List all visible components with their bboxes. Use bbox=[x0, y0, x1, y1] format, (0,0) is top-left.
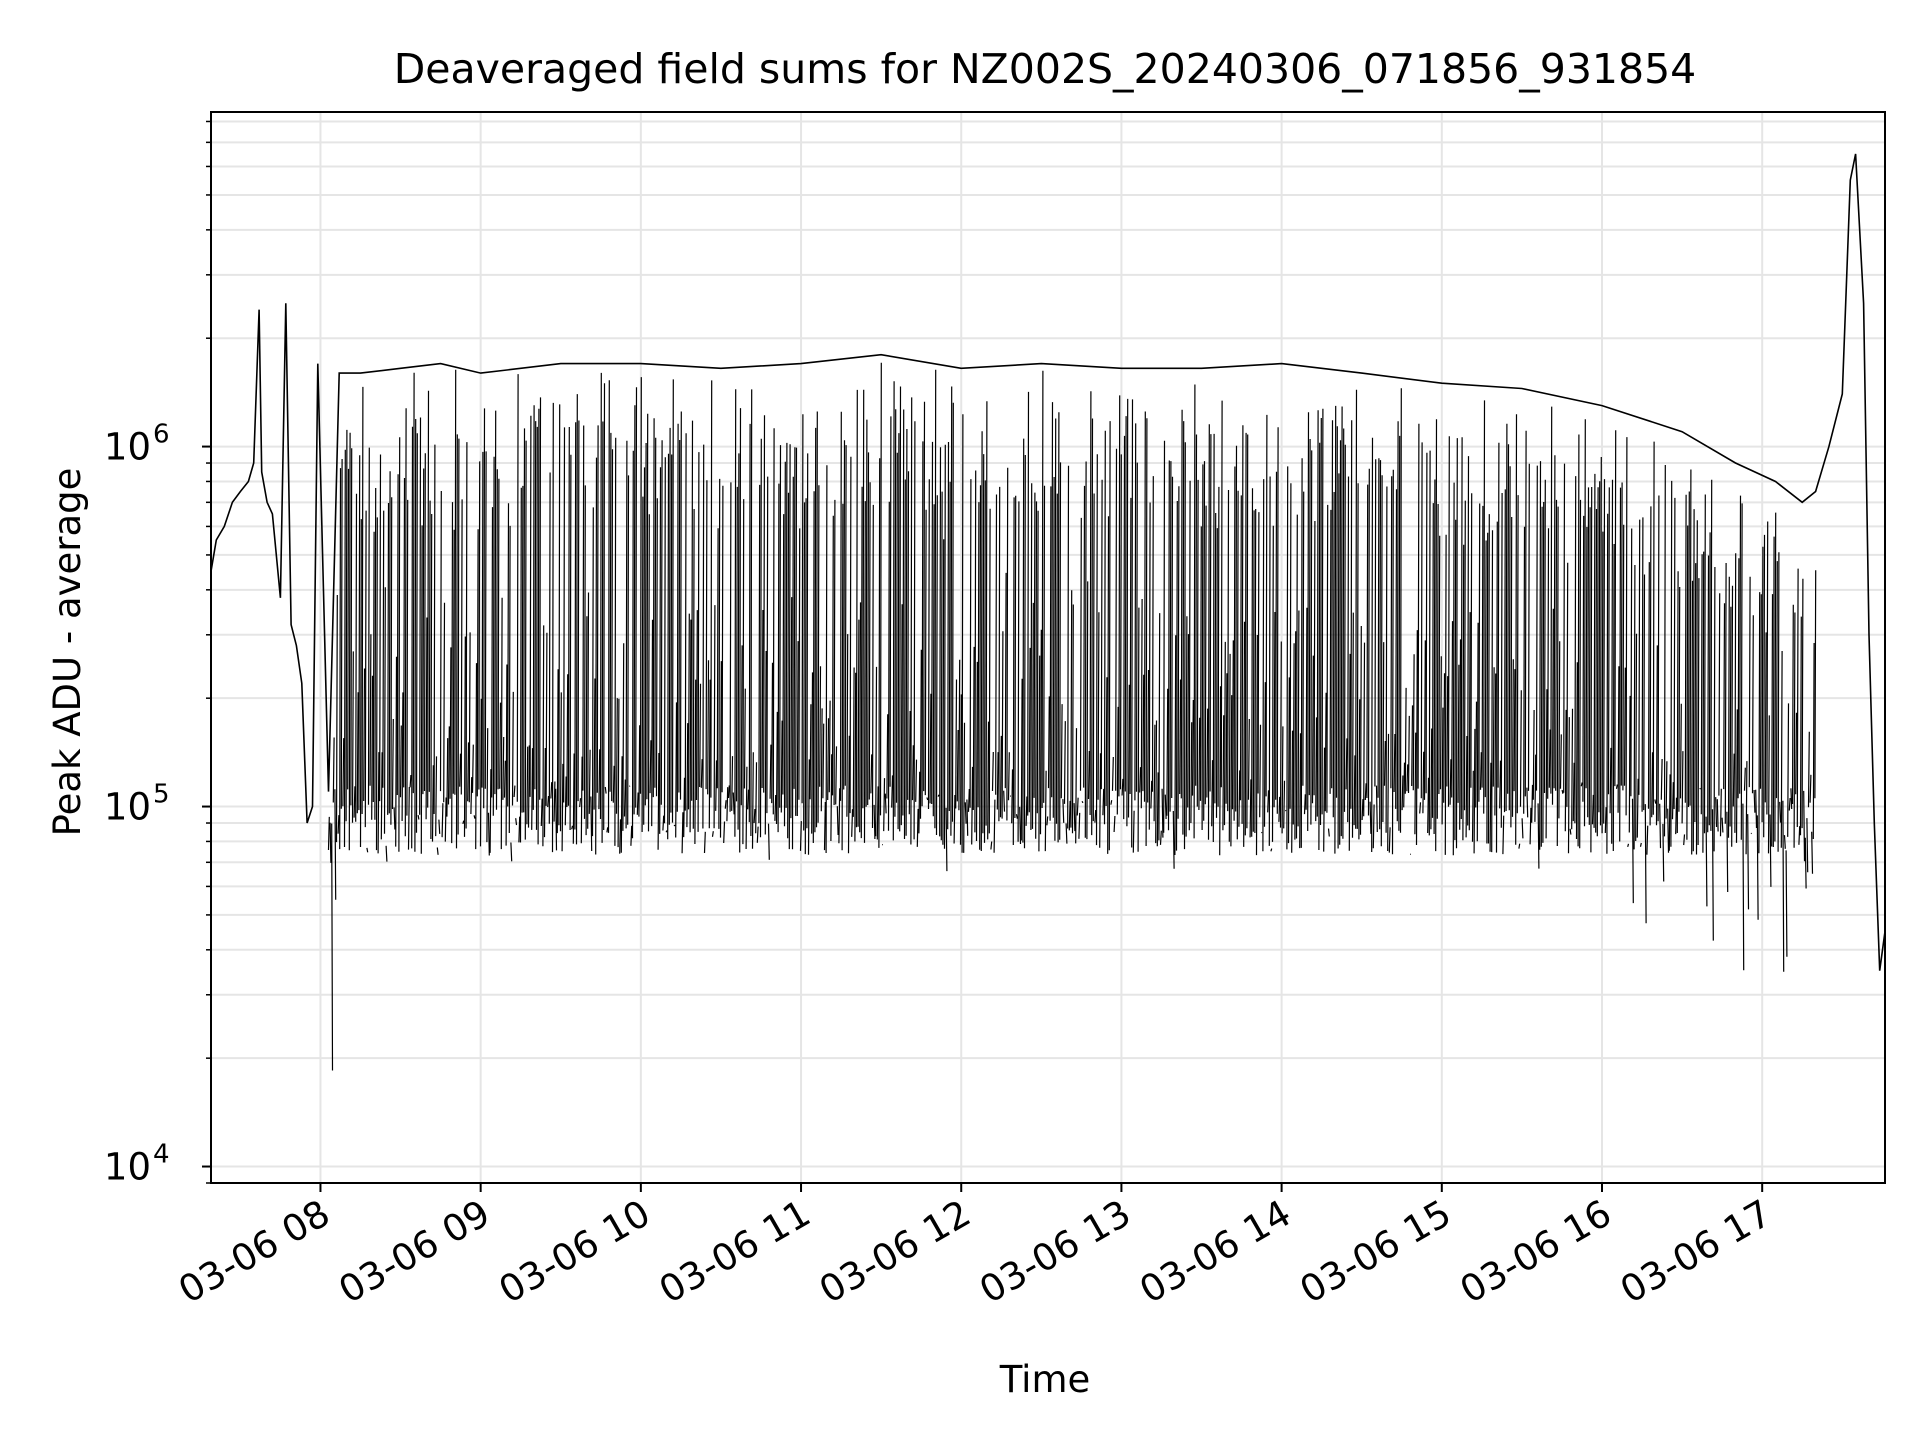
x-tick-label: 03-06 09 bbox=[332, 1192, 498, 1312]
x-tick-label: 03-06 17 bbox=[1613, 1192, 1779, 1312]
x-tick-label: 03-06 08 bbox=[171, 1192, 337, 1312]
y-tick-label-exponent: 5 bbox=[153, 780, 170, 810]
x-tick-label: 03-06 14 bbox=[1133, 1192, 1299, 1312]
series-line bbox=[329, 363, 1816, 1071]
y-tick-label-exponent: 6 bbox=[153, 420, 170, 450]
x-tick-label: 03-06 13 bbox=[972, 1192, 1138, 1312]
chart-title: Deaveraged field sums for NZ002S_2024030… bbox=[394, 45, 1697, 93]
y-tick-label: 10 bbox=[104, 1146, 151, 1189]
x-tick-label: 03-06 16 bbox=[1453, 1192, 1619, 1312]
x-tick-label: 03-06 12 bbox=[812, 1192, 978, 1312]
y-tick-label: 10 bbox=[104, 786, 151, 829]
x-tick-label: 03-06 10 bbox=[492, 1192, 658, 1312]
y-axis-label: Peak ADU - average bbox=[46, 468, 89, 837]
series-layer bbox=[211, 154, 1885, 1071]
x-tick-label: 03-06 15 bbox=[1293, 1192, 1459, 1312]
y-tick-label: 10 bbox=[104, 426, 151, 469]
x-tick-label: 03-06 11 bbox=[652, 1192, 818, 1312]
x-axis-label: Time bbox=[999, 1358, 1091, 1401]
y-tick-label-exponent: 4 bbox=[153, 1140, 170, 1170]
